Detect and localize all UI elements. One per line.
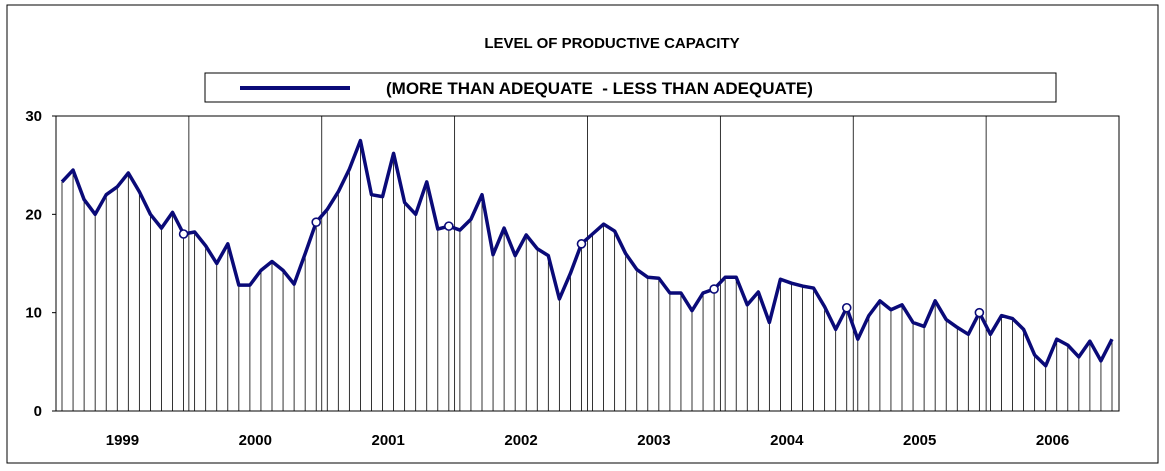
data-point-marker bbox=[178, 229, 189, 239]
data-point-marker bbox=[709, 284, 719, 294]
x-tick-label: 2005 bbox=[903, 432, 936, 449]
y-tick-label: 20 bbox=[25, 206, 42, 223]
x-tick-label: 2006 bbox=[1036, 432, 1069, 449]
drop-lines bbox=[61, 140, 1113, 411]
series-line bbox=[60, 138, 1114, 368]
x-tick-label: 2001 bbox=[372, 432, 405, 449]
legend-label: (MORE THAN ADEQUATE - LESS THAN ADEQUATE… bbox=[386, 79, 813, 98]
y-tick-label: 0 bbox=[34, 403, 42, 420]
data-point-marker bbox=[841, 302, 852, 313]
x-tick-label: 2003 bbox=[637, 432, 670, 449]
legend: (MORE THAN ADEQUATE - LESS THAN ADEQUATE… bbox=[204, 72, 1057, 103]
data-point-marker bbox=[974, 307, 985, 318]
marker-group bbox=[178, 217, 985, 318]
grid-lines bbox=[188, 116, 987, 411]
series-line-group bbox=[60, 138, 1114, 368]
y-tick-label: 30 bbox=[25, 108, 42, 125]
chart-title: LEVEL OF PRODUCTIVE CAPACITY bbox=[484, 35, 739, 52]
y-axis: 0 10 20 30 bbox=[25, 108, 56, 420]
x-tick-label: 2004 bbox=[770, 432, 804, 449]
y-tick-label: 10 bbox=[25, 305, 42, 322]
x-tick-label: 2002 bbox=[504, 432, 537, 449]
data-point-marker bbox=[576, 239, 587, 249]
x-tick-label: 1999 bbox=[106, 432, 139, 449]
data-point-marker bbox=[311, 217, 322, 227]
x-tick-label: 2000 bbox=[239, 432, 272, 449]
x-axis: 1999 2000 2001 2002 2003 2004 2005 2006 bbox=[106, 432, 1070, 449]
data-point-marker bbox=[444, 221, 454, 231]
